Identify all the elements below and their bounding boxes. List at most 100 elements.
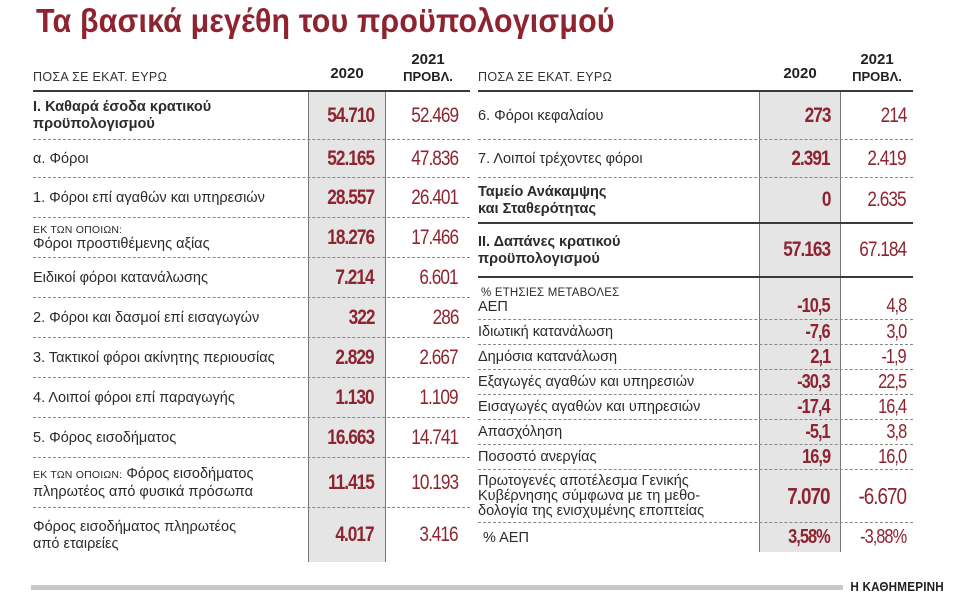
value-2020: -30,3 xyxy=(797,370,831,393)
table-row: 2. Φόροι και δασμοί επί εισαγωγών 322 28… xyxy=(33,298,470,338)
value-2021: -3,88% xyxy=(859,526,907,548)
column-2020-shade xyxy=(308,92,386,562)
row-label: Πρωτογενές αποτέλεσμα Γενικής Κυβέρνησης … xyxy=(478,473,705,519)
value-2020: 273 xyxy=(804,103,831,127)
value-2021: 3,0 xyxy=(886,320,907,343)
table-row: Απασχόληση -5,1 3,8 xyxy=(478,420,913,445)
row-label: % ΑΕΠ xyxy=(483,529,529,546)
col-header-2020: 2020 xyxy=(783,65,817,82)
value-2020: 7.214 xyxy=(335,265,375,289)
value-2021: 2.419 xyxy=(867,146,907,170)
row-label: Φόρος εισοδήματος πληρωτέος από εταιρείες xyxy=(33,518,237,552)
value-2021: 286 xyxy=(432,305,459,329)
value-2020: 28.557 xyxy=(327,185,375,209)
value-2020: 57.163 xyxy=(783,238,831,261)
publisher-logo: Η ΚΑΘΗΜΕΡΙΝΗ xyxy=(850,579,944,594)
value-2021: 52.469 xyxy=(411,103,459,127)
row-label: 4. Λοιποί φόροι επί παραγωγής xyxy=(33,389,235,406)
row-label: % ΕΤΗΣΙΕΣ ΜΕΤΑΒΟΛΕΣ ΑΕΠ xyxy=(478,287,620,315)
value-2020: 7.070 xyxy=(787,482,831,509)
value-2021: 1.109 xyxy=(419,385,459,409)
value-2020: 54.710 xyxy=(327,103,375,127)
row-label: ΕΚ ΤΩΝ ΟΠΟΙΩΝ: Φόρος εισοδήματος πληρωτέο… xyxy=(33,465,254,500)
row-label: Δημόσια κατανάλωση xyxy=(478,349,618,365)
value-2021: 10.193 xyxy=(411,470,459,494)
row-label: Ι. Καθαρά έσοδα κρατικού προϋπολογισμού xyxy=(33,99,212,132)
table-row: % ΑΕΠ 3,58% -3,88% xyxy=(478,523,913,552)
table-row: 3. Τακτικοί φόροι ακίνητης περιουσίας 2.… xyxy=(33,338,470,378)
table-row: ΕΚ ΤΩΝ ΟΠΟΙΩΝ: Φόρος εισοδήματος πληρωτέο… xyxy=(33,458,470,508)
table-row: 7. Λοιποί τρέχοντες φόροι 2.391 2.419 xyxy=(478,140,913,178)
table-row: Δημόσια κατανάλωση 2,1 -1,9 xyxy=(478,345,913,370)
col-header-2021: 2021 ΠΡΟΒΛ. xyxy=(403,51,453,85)
unit-label: ΠΟΣΑ ΣΕ ΕΚΑΤ. ΕΥΡΩ xyxy=(33,70,168,84)
table-row: Εξαγωγές αγαθών και υπηρεσιών -30,3 22,5 xyxy=(478,370,913,395)
row-label: 3. Τακτικοί φόροι ακίνητης περιουσίας xyxy=(33,349,275,366)
value-2020: 16,9 xyxy=(802,445,831,468)
row-label: ΙΙ. Δαπάνες κρατικού προϋπολογισμού xyxy=(478,233,621,267)
table-row: ΙΙ. Δαπάνες κρατικού προϋπολογισμού 57.16… xyxy=(478,224,913,278)
row-label: Εξαγωγές αγαθών και υπηρεσιών xyxy=(478,374,695,390)
row-label: 1. Φόροι επί αγαθών και υπηρεσιών xyxy=(33,189,265,206)
value-2020: -7,6 xyxy=(805,320,831,343)
row-label: 6. Φόροι κεφαλαίου xyxy=(478,107,604,124)
value-2020: -10,5 xyxy=(797,295,831,317)
value-2021: 67.184 xyxy=(859,238,907,261)
row-label: α. Φόροι xyxy=(33,150,89,167)
table-row: Ι. Καθαρά έσοδα κρατικού προϋπολογισμού … xyxy=(33,92,470,140)
col-header-2021: 2021 ΠΡΟΒΛ. xyxy=(852,51,902,85)
value-2020: -5,1 xyxy=(805,420,831,443)
value-2021: -1,9 xyxy=(881,345,907,368)
value-2020: -17,4 xyxy=(797,395,831,418)
table-row: Ειδικοί φόροι κατανάλωσης 7.214 6.601 xyxy=(33,258,470,298)
value-2020: 16.663 xyxy=(327,425,375,449)
row-label: ΕΚ ΤΩΝ ΟΠΟΙΩΝ: Φόροι προστιθέμενης αξίας xyxy=(33,223,210,252)
row-label: 5. Φόρος εισοδήματος xyxy=(33,429,177,446)
column-2020-shade xyxy=(759,92,841,552)
table-row: ΕΚ ΤΩΝ ΟΠΟΙΩΝ: Φόροι προστιθέμενης αξίας … xyxy=(33,218,470,258)
value-2020: 4.017 xyxy=(335,523,375,546)
row-label: Ταμείο Ανάκαμψης και Σταθερότητας xyxy=(478,183,607,217)
table-row: α. Φόροι 52.165 47.836 xyxy=(33,140,470,178)
table-row: Πρωτογενές αποτέλεσμα Γενικής Κυβέρνησης … xyxy=(478,470,913,523)
value-2020: 1.130 xyxy=(335,385,375,409)
row-label: Απασχόληση xyxy=(478,424,563,440)
value-2021: -6.670 xyxy=(858,482,907,509)
page-title: Τα βασικά μεγέθη του προϋπολογισμού xyxy=(36,2,615,39)
value-2021: 2.667 xyxy=(419,345,459,369)
table-row: Φόρος εισοδήματος πληρωτέος από εταιρείες… xyxy=(33,508,470,562)
table-row: Ποσοστό ανεργίας 16,9 16,0 xyxy=(478,445,913,470)
value-2021: 214 xyxy=(880,103,907,127)
revenue-table: ΠΟΣΑ ΣΕ ΕΚΑΤ. ΕΥΡΩ 2020 2021 ΠΡΟΒΛ. Ι. Κα… xyxy=(33,50,470,562)
value-2020: 322 xyxy=(348,305,375,329)
value-2021: 2.635 xyxy=(867,188,907,211)
unit-label: ΠΟΣΑ ΣΕ ΕΚΑΤ. ΕΥΡΩ xyxy=(478,70,613,84)
value-2021: 22,5 xyxy=(878,370,907,393)
row-label: Ειδικοί φόροι κατανάλωσης xyxy=(33,269,208,286)
value-2020: 2.391 xyxy=(791,146,831,170)
row-label: Εισαγωγές αγαθών και υπηρεσιών xyxy=(478,399,701,415)
col-header-2020: 2020 xyxy=(330,65,364,82)
table-row: Ιδιωτική κατανάλωση -7,6 3,0 xyxy=(478,320,913,345)
row-label: Ποσοστό ανεργίας xyxy=(478,449,597,465)
value-2021: 6.601 xyxy=(419,265,459,289)
row-label: 7. Λοιποί τρέχοντες φόροι xyxy=(478,150,643,167)
value-2021: 16,4 xyxy=(878,395,907,418)
value-2021: 17.466 xyxy=(411,225,459,249)
table-header: ΠΟΣΑ ΣΕ ΕΚΑΤ. ΕΥΡΩ 2020 2021 ΠΡΟΒΛ. xyxy=(33,50,470,92)
table-row: Ταμείο Ανάκαμψης και Σταθερότητας 0 2.635 xyxy=(478,178,913,224)
value-2021: 47.836 xyxy=(411,146,459,170)
value-2021: 16,0 xyxy=(878,445,907,468)
row-label: Ιδιωτική κατανάλωση xyxy=(478,324,614,340)
table-row: 1. Φόροι επί αγαθών και υπηρεσιών 28.557… xyxy=(33,178,470,218)
table-header: ΠΟΣΑ ΣΕ ΕΚΑΤ. ΕΥΡΩ 2020 2021 ΠΡΟΒΛ. xyxy=(478,50,913,92)
value-2020: 52.165 xyxy=(327,146,375,170)
value-2020: 2,1 xyxy=(810,345,831,368)
table-row: % ΕΤΗΣΙΕΣ ΜΕΤΑΒΟΛΕΣ ΑΕΠ -10,5 4,8 xyxy=(478,278,913,320)
value-2020: 3,58% xyxy=(788,526,831,548)
value-2020: 11.415 xyxy=(328,470,375,494)
footer-rule xyxy=(31,585,843,590)
table-row: 5. Φόρος εισοδήματος 16.663 14.741 xyxy=(33,418,470,458)
value-2020: 18.276 xyxy=(327,225,375,249)
table-row: 6. Φόροι κεφαλαίου 273 214 xyxy=(478,92,913,140)
